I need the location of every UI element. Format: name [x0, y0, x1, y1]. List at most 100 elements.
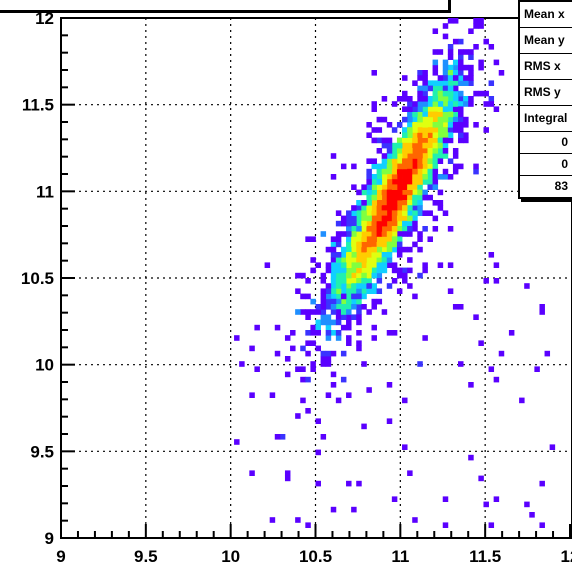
- heatmap-cell: [402, 127, 408, 133]
- heatmap-cell: [320, 350, 327, 357]
- heatmap-cell: [391, 226, 398, 232]
- heatmap-cell: [442, 70, 449, 76]
- heatmap-cell: [402, 397, 408, 404]
- heatmap-cell: [412, 184, 418, 190]
- heatmap-cell: [417, 361, 423, 367]
- heatmap-cell: [330, 319, 337, 326]
- heatmap-cell: [391, 496, 398, 502]
- heatmap-cell: [447, 90, 454, 97]
- heatmap-cell: [386, 418, 393, 424]
- heatmap-cell: [376, 184, 383, 190]
- heatmap-cell: [437, 80, 444, 86]
- heatmap-cell: [452, 70, 459, 76]
- heatmap-cell: [300, 397, 306, 404]
- heatmap-cell: [386, 200, 393, 206]
- heatmap-cell: [539, 522, 545, 528]
- heatmap-cell: [295, 366, 301, 372]
- heatmap-cell: [396, 220, 403, 227]
- heatmap-cell: [356, 220, 362, 227]
- heatmap-cell: [335, 220, 342, 227]
- heatmap-cell: [417, 106, 423, 112]
- heatmap-cell: [396, 184, 403, 190]
- heatmap-cell: [442, 90, 449, 97]
- heatmap-cell: [346, 304, 352, 310]
- heatmap-cell: [335, 241, 342, 248]
- heatmap-cell: [376, 179, 383, 185]
- heatmap-cell: [330, 241, 337, 248]
- heatmap-cell: [340, 272, 347, 279]
- heatmap-cell: [371, 127, 377, 133]
- heatmap-cell: [391, 210, 398, 216]
- heatmap-cell: [447, 132, 454, 138]
- heatmap-cell: [498, 350, 505, 357]
- heatmap-cell: [376, 127, 383, 133]
- heatmap-cell: [340, 257, 347, 263]
- heatmap-cell: [371, 158, 377, 164]
- stats-box: Mean x Mean y RMS x RMS y Integral 0 0 8…: [518, 0, 572, 199]
- heatmap-cell: [351, 267, 357, 274]
- heatmap-cell: [412, 163, 418, 170]
- heatmap-cell: [493, 262, 500, 268]
- heatmap-cell: [412, 127, 418, 133]
- heatmap-cell: [417, 111, 423, 118]
- heatmap-cell: [417, 174, 423, 180]
- heatmap-cell: [330, 267, 337, 274]
- heatmap-cell: [356, 189, 362, 196]
- heatmap-cell: [381, 179, 388, 185]
- heatmap-cell: [432, 59, 439, 66]
- heatmap-cell: [376, 241, 383, 248]
- heatmap-cell: [539, 480, 545, 487]
- heatmap-cell: [376, 257, 383, 263]
- heatmap-cell: [381, 189, 388, 196]
- heatmap-cell: [371, 210, 377, 216]
- heatmap-cell: [361, 184, 367, 190]
- heatmap-cell: [407, 283, 413, 289]
- heatmap-cell: [325, 335, 332, 341]
- heatmap-cell: [458, 132, 464, 138]
- heatmap-cell: [366, 220, 372, 227]
- heatmap-cell: [346, 226, 352, 232]
- heatmap-cell: [437, 174, 444, 180]
- heatmap-cell: [488, 44, 495, 50]
- heatmap-cell: [340, 267, 347, 274]
- heatmap-cell: [452, 38, 459, 45]
- heatmap-cell: [320, 278, 327, 284]
- heatmap-cell: [402, 168, 408, 175]
- heatmap-cell: [427, 85, 433, 92]
- heatmap-cell: [437, 122, 444, 128]
- heatmap-cell: [473, 90, 479, 97]
- heatmap-cell: [442, 116, 449, 123]
- heatmap-cell: [325, 288, 332, 294]
- heatmap-cell: [447, 54, 454, 60]
- heatmap-cell: [442, 210, 449, 216]
- heatmap-cell: [427, 236, 433, 242]
- heatmap-cell: [346, 272, 352, 279]
- heatmap-cell: [396, 163, 403, 170]
- heatmap-cell: [412, 122, 418, 128]
- heatmap-cell: [452, 106, 459, 112]
- heatmap-cell: [412, 189, 418, 196]
- heatmap-cell: [361, 252, 367, 258]
- heatmap-cell: [361, 200, 367, 206]
- heatmap-cell: [422, 189, 428, 196]
- heatmap-cell: [284, 470, 291, 476]
- heatmap-cell: [427, 122, 433, 128]
- heatmap-cell: [452, 96, 459, 102]
- heatmap-cell: [356, 304, 362, 310]
- heatmap-cell: [346, 210, 352, 216]
- heatmap-cell: [422, 70, 428, 76]
- heatmap-cell: [376, 231, 383, 237]
- heatmap-cell: [437, 85, 444, 92]
- heatmap-cell: [376, 205, 383, 211]
- heatmap-cell: [325, 267, 332, 274]
- heatmap-cell: [447, 106, 454, 112]
- heatmap-cell: [325, 392, 332, 398]
- heatmap-cell: [437, 106, 444, 112]
- heatmap-cell: [356, 283, 362, 289]
- heatmap-cell: [366, 262, 372, 268]
- heatmap-cell: [356, 231, 362, 237]
- heatmap-cell: [483, 38, 489, 45]
- heatmap-cell: [483, 90, 489, 97]
- heatmap-cell: [376, 200, 383, 206]
- heatmap-cell: [371, 252, 377, 258]
